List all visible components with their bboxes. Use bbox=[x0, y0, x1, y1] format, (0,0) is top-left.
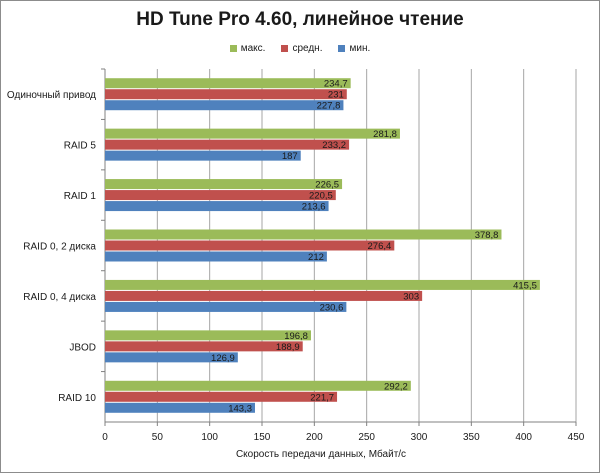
category-label: RAID 10 bbox=[58, 393, 96, 404]
x-tick-label: 250 bbox=[358, 432, 375, 443]
data-label: 303 bbox=[403, 291, 419, 302]
bar-max bbox=[105, 229, 502, 240]
bar-max bbox=[105, 380, 411, 391]
data-label: 234,7 bbox=[324, 79, 348, 90]
bar-min bbox=[105, 100, 344, 111]
bar-avg bbox=[105, 240, 395, 251]
category-label: JBOD bbox=[69, 342, 96, 353]
bar-max bbox=[105, 330, 311, 341]
x-tick-label: 400 bbox=[515, 432, 532, 443]
x-tick-label: 150 bbox=[254, 432, 271, 443]
legend-swatch-avg bbox=[281, 45, 289, 52]
category-label: RAID 1 bbox=[64, 191, 97, 202]
data-label: 233,2 bbox=[322, 140, 346, 151]
data-label: 221,7 bbox=[310, 392, 334, 403]
bar-min bbox=[105, 150, 301, 161]
legend-label-max: макс. bbox=[240, 43, 266, 54]
data-label: 143,3 bbox=[228, 403, 252, 414]
bar-min bbox=[105, 201, 329, 212]
bar-max bbox=[105, 78, 351, 89]
bar-max bbox=[105, 179, 343, 190]
bar-avg bbox=[105, 341, 303, 352]
bar-avg bbox=[105, 190, 336, 201]
data-label: 292,2 bbox=[384, 381, 408, 392]
bar-avg bbox=[105, 391, 338, 402]
x-tick-label: 200 bbox=[306, 432, 323, 443]
data-label: 230,6 bbox=[320, 302, 344, 313]
legend-item-avg: средн. bbox=[281, 43, 322, 54]
bar-min bbox=[105, 352, 238, 363]
data-label: 415,5 bbox=[513, 280, 537, 291]
bar-avg bbox=[105, 290, 423, 301]
bar-avg bbox=[105, 89, 347, 100]
data-label: 276,4 bbox=[368, 241, 392, 252]
x-tick-label: 300 bbox=[411, 432, 428, 443]
category-label: RAID 0, 2 диска bbox=[23, 242, 96, 253]
bar-avg bbox=[105, 139, 350, 150]
data-label: 281,8 bbox=[373, 129, 397, 140]
x-tick-label: 350 bbox=[463, 432, 480, 443]
data-label: 226,5 bbox=[315, 180, 339, 191]
data-label: 212 bbox=[308, 252, 324, 263]
data-label: 231 bbox=[328, 90, 344, 101]
data-label: 126,9 bbox=[211, 353, 235, 364]
legend-item-max: макс. bbox=[229, 43, 266, 54]
x-tick-label: 100 bbox=[201, 432, 218, 443]
x-tick-label: 0 bbox=[102, 432, 108, 443]
data-label: 227,8 bbox=[317, 101, 341, 112]
data-label: 196,8 bbox=[284, 331, 308, 342]
bar-min bbox=[105, 251, 327, 262]
x-tick-label: 450 bbox=[568, 432, 585, 443]
x-tick-label: 50 bbox=[152, 432, 164, 443]
x-axis-label: Скорость передачи данных, Мбайт/с bbox=[235, 449, 407, 460]
bar-min bbox=[105, 402, 255, 413]
chart-title: HD Tune Pro 4.60, линейное чтение bbox=[136, 9, 464, 30]
bar-max bbox=[105, 279, 540, 290]
bar-min bbox=[105, 301, 347, 312]
data-label: 378,8 bbox=[475, 230, 499, 241]
legend-label-min: мин. bbox=[349, 43, 371, 54]
data-label: 220,5 bbox=[309, 191, 333, 202]
category-label: Одиночный привод bbox=[7, 90, 96, 101]
category-label: RAID 0, 4 диска bbox=[23, 292, 96, 303]
legend-swatch-min bbox=[338, 45, 346, 52]
category-label: RAID 5 bbox=[64, 141, 97, 152]
legend: макс. средн. мин. bbox=[1, 43, 599, 54]
legend-swatch-max bbox=[229, 45, 237, 52]
legend-item-min: мин. bbox=[338, 43, 370, 54]
data-label: 213,6 bbox=[302, 202, 326, 213]
data-label: 188,9 bbox=[276, 342, 300, 353]
bar-max bbox=[105, 128, 400, 139]
legend-label-avg: средн. bbox=[292, 43, 323, 54]
data-label: 187 bbox=[282, 151, 298, 162]
